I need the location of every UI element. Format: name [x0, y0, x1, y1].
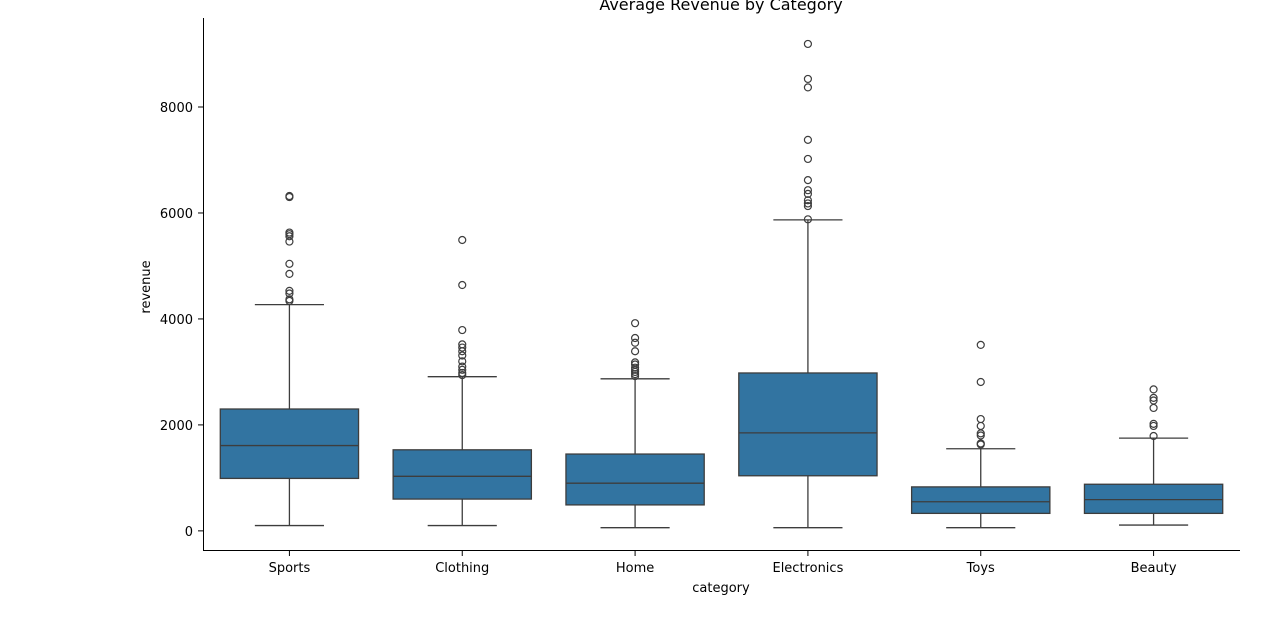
box: [738, 372, 878, 477]
y-tick-label: 4000: [160, 313, 193, 328]
outlier-point: [1149, 396, 1158, 405]
y-tick-label: 6000: [160, 207, 193, 222]
outlier-point: [1149, 393, 1158, 402]
x-tick-label: Clothing: [435, 561, 489, 576]
x-tick-label: Electronics: [772, 561, 843, 576]
outlier-point: [1149, 419, 1158, 428]
outlier-point: [803, 196, 813, 205]
outlier-point: [285, 295, 294, 304]
x-tick-label: Beauty: [1131, 561, 1177, 576]
outlier-point: [803, 189, 813, 199]
outlier-point: [285, 289, 294, 298]
box-group-clothing: [392, 235, 533, 527]
outlier-point: [458, 280, 467, 290]
chart-title: Average Revenue by Category: [599, 0, 842, 14]
outlier-point: [803, 176, 813, 185]
outlier-point: [285, 259, 294, 268]
outlier-point: [1149, 385, 1158, 394]
box: [219, 408, 360, 480]
y-axis-label: revenue: [139, 260, 154, 313]
outlier-point: [458, 351, 467, 360]
outlier-point: [630, 319, 640, 328]
outlier-point: [285, 191, 294, 201]
outlier-point: [976, 439, 985, 448]
outlier-point: [458, 362, 467, 371]
box-group-home: [565, 319, 705, 529]
x-tick-label: Sports: [269, 561, 311, 576]
outlier-point: [803, 135, 813, 144]
box: [565, 453, 705, 506]
outlier-point: [458, 340, 467, 349]
outlier-point: [976, 340, 985, 349]
outlier-point: [803, 154, 813, 164]
outlier-point: [1149, 431, 1158, 441]
outlier-point: [458, 357, 467, 366]
outlier-point: [285, 286, 294, 295]
outlier-point: [803, 74, 813, 84]
outlier-point: [630, 358, 640, 367]
outlier-point: [976, 377, 985, 387]
outlier-point: [458, 235, 467, 245]
outlier-point: [1149, 403, 1158, 413]
outlier-point: [803, 186, 813, 195]
outlier-point: [630, 333, 640, 343]
outlier-point: [803, 215, 813, 224]
y-tick-label: 2000: [160, 419, 193, 434]
box-group-beauty: [1083, 385, 1224, 526]
box: [392, 449, 533, 500]
outlier-point: [285, 228, 294, 237]
y-tick-label: 0: [185, 525, 193, 540]
box-group-toys: [910, 340, 1051, 529]
y-ticks: 0 2000 4000 6000 8000: [160, 101, 203, 540]
outlier-point: [976, 421, 985, 431]
outlier-point: [803, 83, 813, 92]
outlier-point: [976, 414, 985, 424]
box: [1083, 483, 1224, 515]
box-group-sports: [219, 191, 360, 527]
x-ticks: Sports Clothing Home Electronics Toys Beauty: [269, 551, 1177, 576]
outlier-point: [630, 363, 640, 372]
outlier-point: [803, 199, 813, 208]
plot-content: [219, 39, 1224, 529]
box: [910, 486, 1051, 515]
axes: [203, 18, 1240, 551]
x-tick-label: Toys: [966, 561, 995, 576]
outlier-point: [285, 269, 294, 279]
x-tick-label: Home: [616, 561, 654, 576]
outlier-point: [630, 338, 640, 347]
outlier-point: [630, 347, 640, 356]
outlier-point: [803, 201, 813, 211]
x-axis-label: category: [692, 581, 750, 596]
box-group-electronics: [738, 39, 878, 529]
outlier-point: [458, 325, 467, 335]
outlier-point: [803, 39, 813, 49]
y-tick-label: 8000: [160, 101, 193, 116]
outlier-point: [458, 343, 467, 352]
outlier-point: [458, 368, 467, 378]
outlier-point: [458, 365, 467, 374]
